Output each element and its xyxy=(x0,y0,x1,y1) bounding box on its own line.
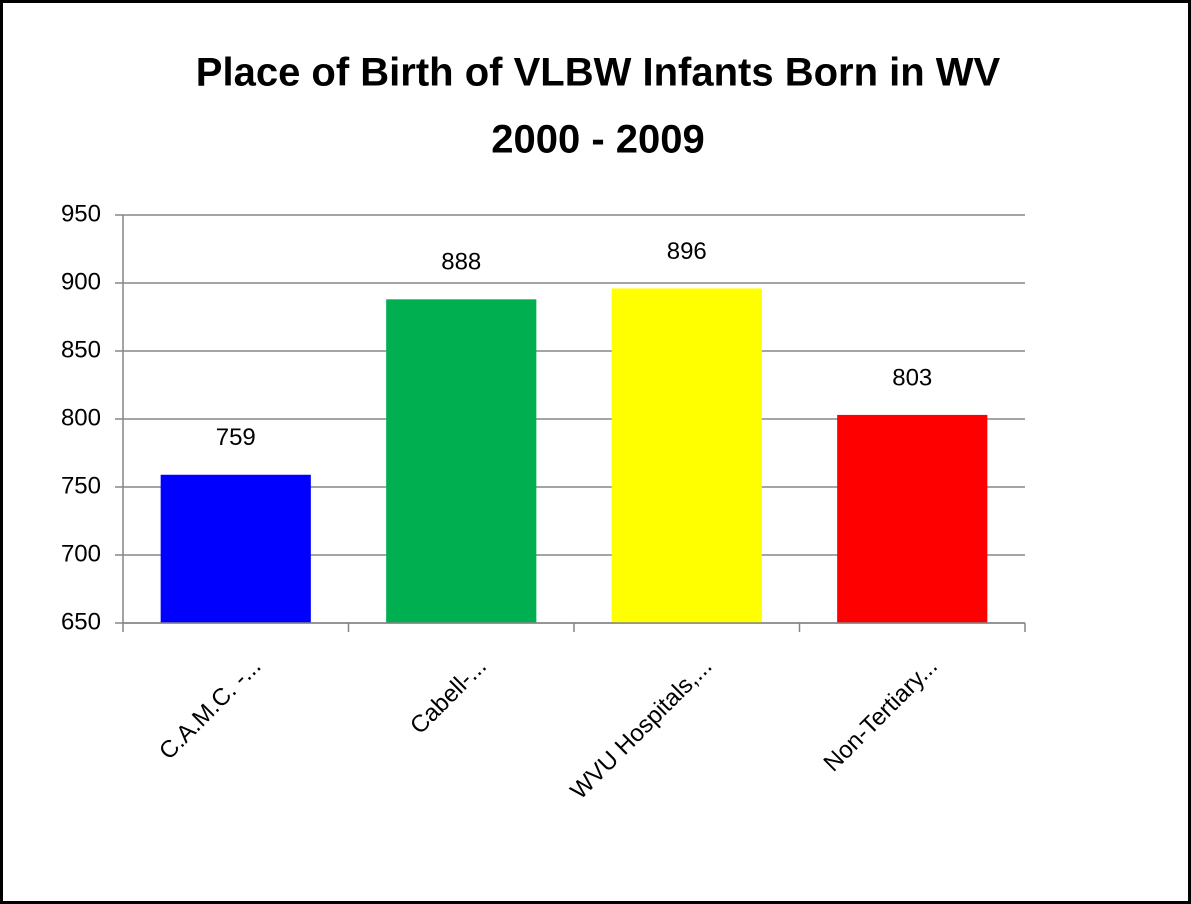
bar xyxy=(160,474,311,623)
data-label: 888 xyxy=(441,249,481,276)
y-tick-label: 850 xyxy=(61,336,101,363)
data-label: 803 xyxy=(892,364,932,391)
chart-title: 2000 - 2009 xyxy=(491,118,705,162)
bar xyxy=(837,414,988,623)
data-label: 759 xyxy=(216,424,256,451)
y-tick-label: 950 xyxy=(61,200,101,227)
y-tick-label: 900 xyxy=(61,268,101,295)
y-tick-label: 650 xyxy=(61,608,101,635)
chart-title: Place of Birth of VLBW Infants Born in W… xyxy=(196,51,1001,95)
y-tick-label: 800 xyxy=(61,404,101,431)
y-tick-label: 750 xyxy=(61,472,101,499)
bar xyxy=(611,288,762,623)
bar xyxy=(386,299,537,623)
y-tick-label: 700 xyxy=(61,540,101,567)
data-label: 896 xyxy=(667,238,707,265)
